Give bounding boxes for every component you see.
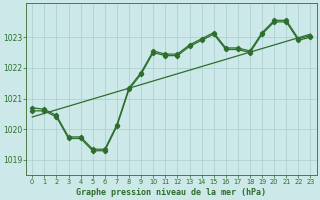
X-axis label: Graphe pression niveau de la mer (hPa): Graphe pression niveau de la mer (hPa) (76, 188, 266, 197)
